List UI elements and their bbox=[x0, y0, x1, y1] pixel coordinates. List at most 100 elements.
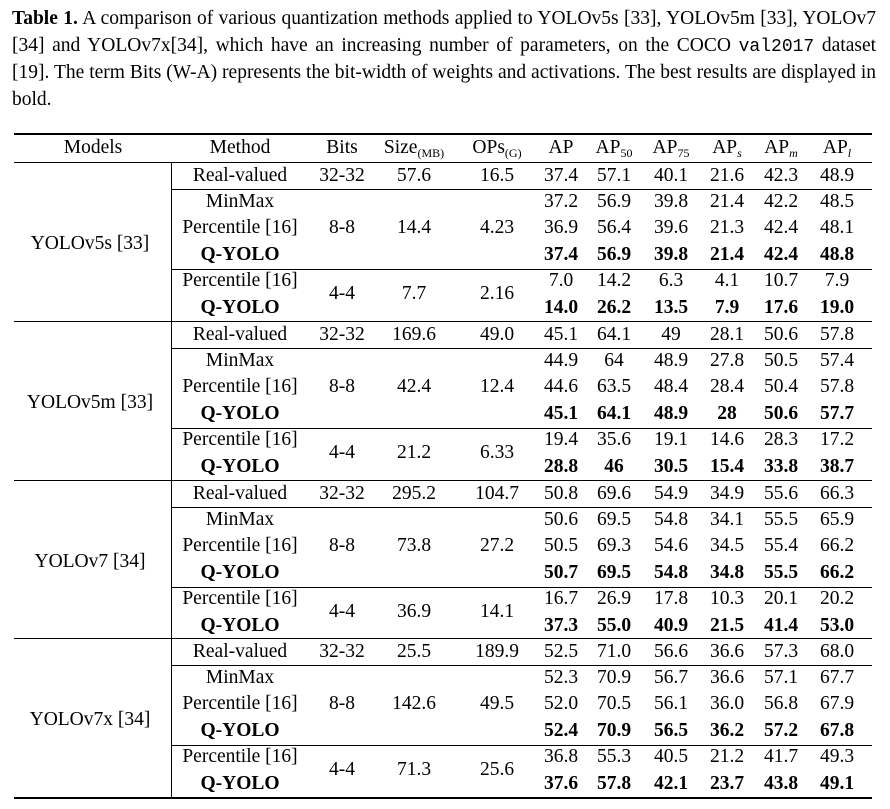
size-cell: 42.4 bbox=[396, 376, 432, 398]
metric-cell: 64 bbox=[604, 349, 624, 371]
bits-cell: 32-32 bbox=[319, 640, 365, 662]
sub-block-rule bbox=[171, 507, 872, 508]
metric-cell: 42.3 bbox=[763, 164, 799, 186]
size-cell: 7.7 bbox=[401, 283, 427, 305]
metric-cell: 41.4 bbox=[763, 614, 799, 636]
header-aps: APs bbox=[712, 136, 742, 165]
sub-block-rule bbox=[171, 745, 872, 746]
method-cell: MinMax bbox=[205, 666, 275, 688]
method-cell: Percentile [16] bbox=[182, 588, 298, 610]
metric-cell: 37.3 bbox=[543, 614, 579, 636]
metric-cell: 66.2 bbox=[819, 561, 855, 583]
metric-cell: 21.2 bbox=[709, 746, 745, 768]
header-ap50-sub: 50 bbox=[620, 146, 633, 160]
metric-cell: 45.1 bbox=[543, 402, 579, 424]
metric-cell: 52.5 bbox=[543, 640, 579, 662]
metric-cell: 36.2 bbox=[709, 719, 745, 741]
bits-cell: 8-8 bbox=[329, 217, 355, 239]
metric-cell: 37.6 bbox=[543, 772, 579, 794]
metric-cell: 57.8 bbox=[596, 772, 632, 794]
header-ops: OPs(G) bbox=[472, 136, 521, 165]
metric-cell: 54.8 bbox=[653, 561, 689, 583]
metric-cell: 14.0 bbox=[543, 296, 579, 318]
header-method: Method bbox=[209, 137, 271, 158]
metric-cell: 67.8 bbox=[819, 719, 855, 741]
ops-cell: 189.9 bbox=[475, 640, 519, 662]
method-cell: Real-valued bbox=[192, 482, 288, 504]
metric-cell: 56.5 bbox=[653, 719, 689, 741]
metric-cell: 42.1 bbox=[653, 772, 689, 794]
method-cell: MinMax bbox=[205, 349, 275, 371]
table-header-rule bbox=[14, 162, 872, 163]
caption-text-1: A comparison of various quantization met… bbox=[12, 8, 876, 56]
metric-cell: 39.8 bbox=[653, 190, 689, 212]
metric-cell: 50.6 bbox=[543, 508, 579, 530]
model-separator bbox=[171, 163, 172, 321]
metric-cell: 14.2 bbox=[596, 270, 632, 292]
metric-cell: 15.4 bbox=[709, 455, 745, 477]
metric-cell: 70.5 bbox=[596, 693, 632, 715]
method-cell: Real-valued bbox=[192, 164, 288, 186]
metric-cell: 37.4 bbox=[543, 164, 579, 186]
metric-cell: 57.2 bbox=[763, 719, 799, 741]
sub-block-rule bbox=[171, 587, 872, 588]
ops-cell: 6.33 bbox=[479, 442, 515, 464]
metric-cell: 65.9 bbox=[819, 508, 855, 530]
metric-cell: 19.1 bbox=[653, 429, 689, 451]
metric-cell: 57.1 bbox=[596, 164, 632, 186]
metric-cell: 48.9 bbox=[653, 349, 689, 371]
metric-cell: 69.6 bbox=[596, 482, 632, 504]
metric-cell: 69.5 bbox=[596, 561, 632, 583]
metric-cell: 40.1 bbox=[653, 164, 689, 186]
model-label: YOLOv7x [34] bbox=[29, 709, 151, 731]
metric-cell: 20.2 bbox=[819, 588, 855, 610]
metric-cell: 7.9 bbox=[824, 270, 850, 292]
bits-cell: 4-4 bbox=[329, 759, 355, 781]
metric-cell: 38.7 bbox=[819, 455, 855, 477]
caption-dataset-name: val2017 bbox=[738, 36, 815, 57]
header-ap50: AP50 bbox=[596, 136, 633, 165]
method-cell: Percentile [16] bbox=[182, 217, 298, 239]
metric-cell: 17.8 bbox=[653, 588, 689, 610]
bits-cell: 4-4 bbox=[329, 442, 355, 464]
header-ap75-main: AP bbox=[652, 137, 678, 158]
metric-cell: 69.3 bbox=[596, 535, 632, 557]
metric-cell: 34.1 bbox=[709, 508, 745, 530]
metric-cell: 34.8 bbox=[709, 561, 745, 583]
bits-cell: 4-4 bbox=[329, 283, 355, 305]
ops-cell: 49.0 bbox=[479, 323, 515, 345]
metric-cell: 48.4 bbox=[653, 376, 689, 398]
method-cell: MinMax bbox=[205, 190, 275, 212]
ops-cell: 4.23 bbox=[479, 217, 515, 239]
metric-cell: 23.7 bbox=[709, 772, 745, 794]
metric-cell: 27.8 bbox=[709, 349, 745, 371]
metric-cell: 36.8 bbox=[543, 746, 579, 768]
metric-cell: 36.6 bbox=[709, 640, 745, 662]
metric-cell: 45.1 bbox=[543, 323, 579, 345]
metric-cell: 7.0 bbox=[548, 270, 574, 292]
sub-block-rule bbox=[171, 665, 872, 666]
metric-cell: 56.6 bbox=[653, 640, 689, 662]
bits-cell: 32-32 bbox=[319, 323, 365, 345]
header-bits: Bits bbox=[326, 137, 358, 158]
size-cell: 36.9 bbox=[396, 601, 432, 623]
table-top-rule bbox=[14, 133, 872, 135]
header-apm: APm bbox=[764, 136, 798, 165]
metric-cell: 55.4 bbox=[763, 535, 799, 557]
ops-cell: 12.4 bbox=[479, 376, 515, 398]
metric-cell: 35.6 bbox=[596, 429, 632, 451]
metric-cell: 49.3 bbox=[819, 746, 855, 768]
header-apl: APl bbox=[823, 136, 851, 165]
model-label: YOLOv5s [33] bbox=[30, 233, 150, 255]
metric-cell: 66.3 bbox=[819, 482, 855, 504]
metric-cell: 39.6 bbox=[653, 217, 689, 239]
metric-cell: 26.2 bbox=[596, 296, 632, 318]
metric-cell: 40.9 bbox=[653, 614, 689, 636]
metric-cell: 50.7 bbox=[543, 561, 579, 583]
metric-cell: 64.1 bbox=[596, 402, 632, 424]
metric-cell: 55.5 bbox=[763, 561, 799, 583]
metric-cell: 55.6 bbox=[763, 482, 799, 504]
header-size: Size(MB) bbox=[384, 136, 444, 165]
caption-text-2: dataset [19]. The term Bits (W-A) repres… bbox=[12, 34, 877, 110]
metric-cell: 48.9 bbox=[819, 164, 855, 186]
